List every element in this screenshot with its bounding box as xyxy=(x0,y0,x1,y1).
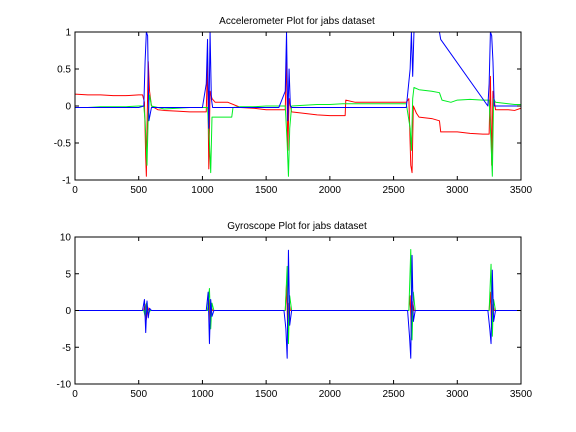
gyroscope-x-tick-label: 1000 xyxy=(191,389,214,400)
accelerometer-y-tick-label: -1 xyxy=(62,176,71,187)
accelerometer-x-tick-label: 500 xyxy=(130,185,147,196)
gyroscope-axes xyxy=(75,249,521,359)
gyroscope-y-tick-label: -5 xyxy=(62,343,71,354)
accelerometer-x-tick-label: 1000 xyxy=(191,185,214,196)
accelerometer-x-tick-label: 2500 xyxy=(382,185,405,196)
accelerometer-series-line-2 xyxy=(75,32,521,129)
accelerometer-x-tick-label: 0 xyxy=(72,185,78,196)
accelerometer-y-tick-label: 0 xyxy=(65,102,71,113)
accelerometer-x-tick-label: 3000 xyxy=(446,185,469,196)
gyroscope-y-tick-label: -10 xyxy=(57,380,72,391)
gyroscope-y-tick-label: 10 xyxy=(60,233,72,244)
accelerometer-y-tick-label: -0.5 xyxy=(54,139,72,150)
accelerometer-plot-title: Accelerometer Plot for jabs dataset xyxy=(219,16,375,27)
gyroscope-x-tick-label: 1500 xyxy=(255,389,278,400)
accelerometer-x-tick-label: 1500 xyxy=(255,185,278,196)
accelerometer-axes xyxy=(75,32,521,177)
accelerometer-series-line-1 xyxy=(75,87,521,177)
accelerometer-y-tick-label: 0.5 xyxy=(57,65,71,76)
gyroscope-x-tick-label: 2000 xyxy=(319,389,342,400)
accelerometer-x-tick-label: 2000 xyxy=(319,185,342,196)
gyroscope-x-tick-label: 500 xyxy=(130,389,147,400)
gyroscope-plot-title: Gyroscope Plot for jabs dataset xyxy=(227,221,367,232)
accelerometer-y-tick-label: 1 xyxy=(65,28,71,39)
accelerometer-plot: Accelerometer Plot for jabs dataset 0 500… xyxy=(54,16,533,196)
accelerometer-x-tick-label: 3500 xyxy=(510,185,533,196)
gyroscope-y-tick-label: 0 xyxy=(65,306,71,317)
gyroscope-x-tick-label: 0 xyxy=(72,389,78,400)
gyroscope-y-tick-label: 5 xyxy=(65,269,71,280)
gyroscope-x-tick-label: 3000 xyxy=(446,389,469,400)
gyroscope-x-tick-label: 3500 xyxy=(510,389,533,400)
gyroscope-series-line-2 xyxy=(75,249,521,359)
gyroscope-plot: Gyroscope Plot for jabs dataset 0 500 1000… xyxy=(57,221,533,400)
gyroscope-x-tick-label: 2500 xyxy=(382,389,405,400)
